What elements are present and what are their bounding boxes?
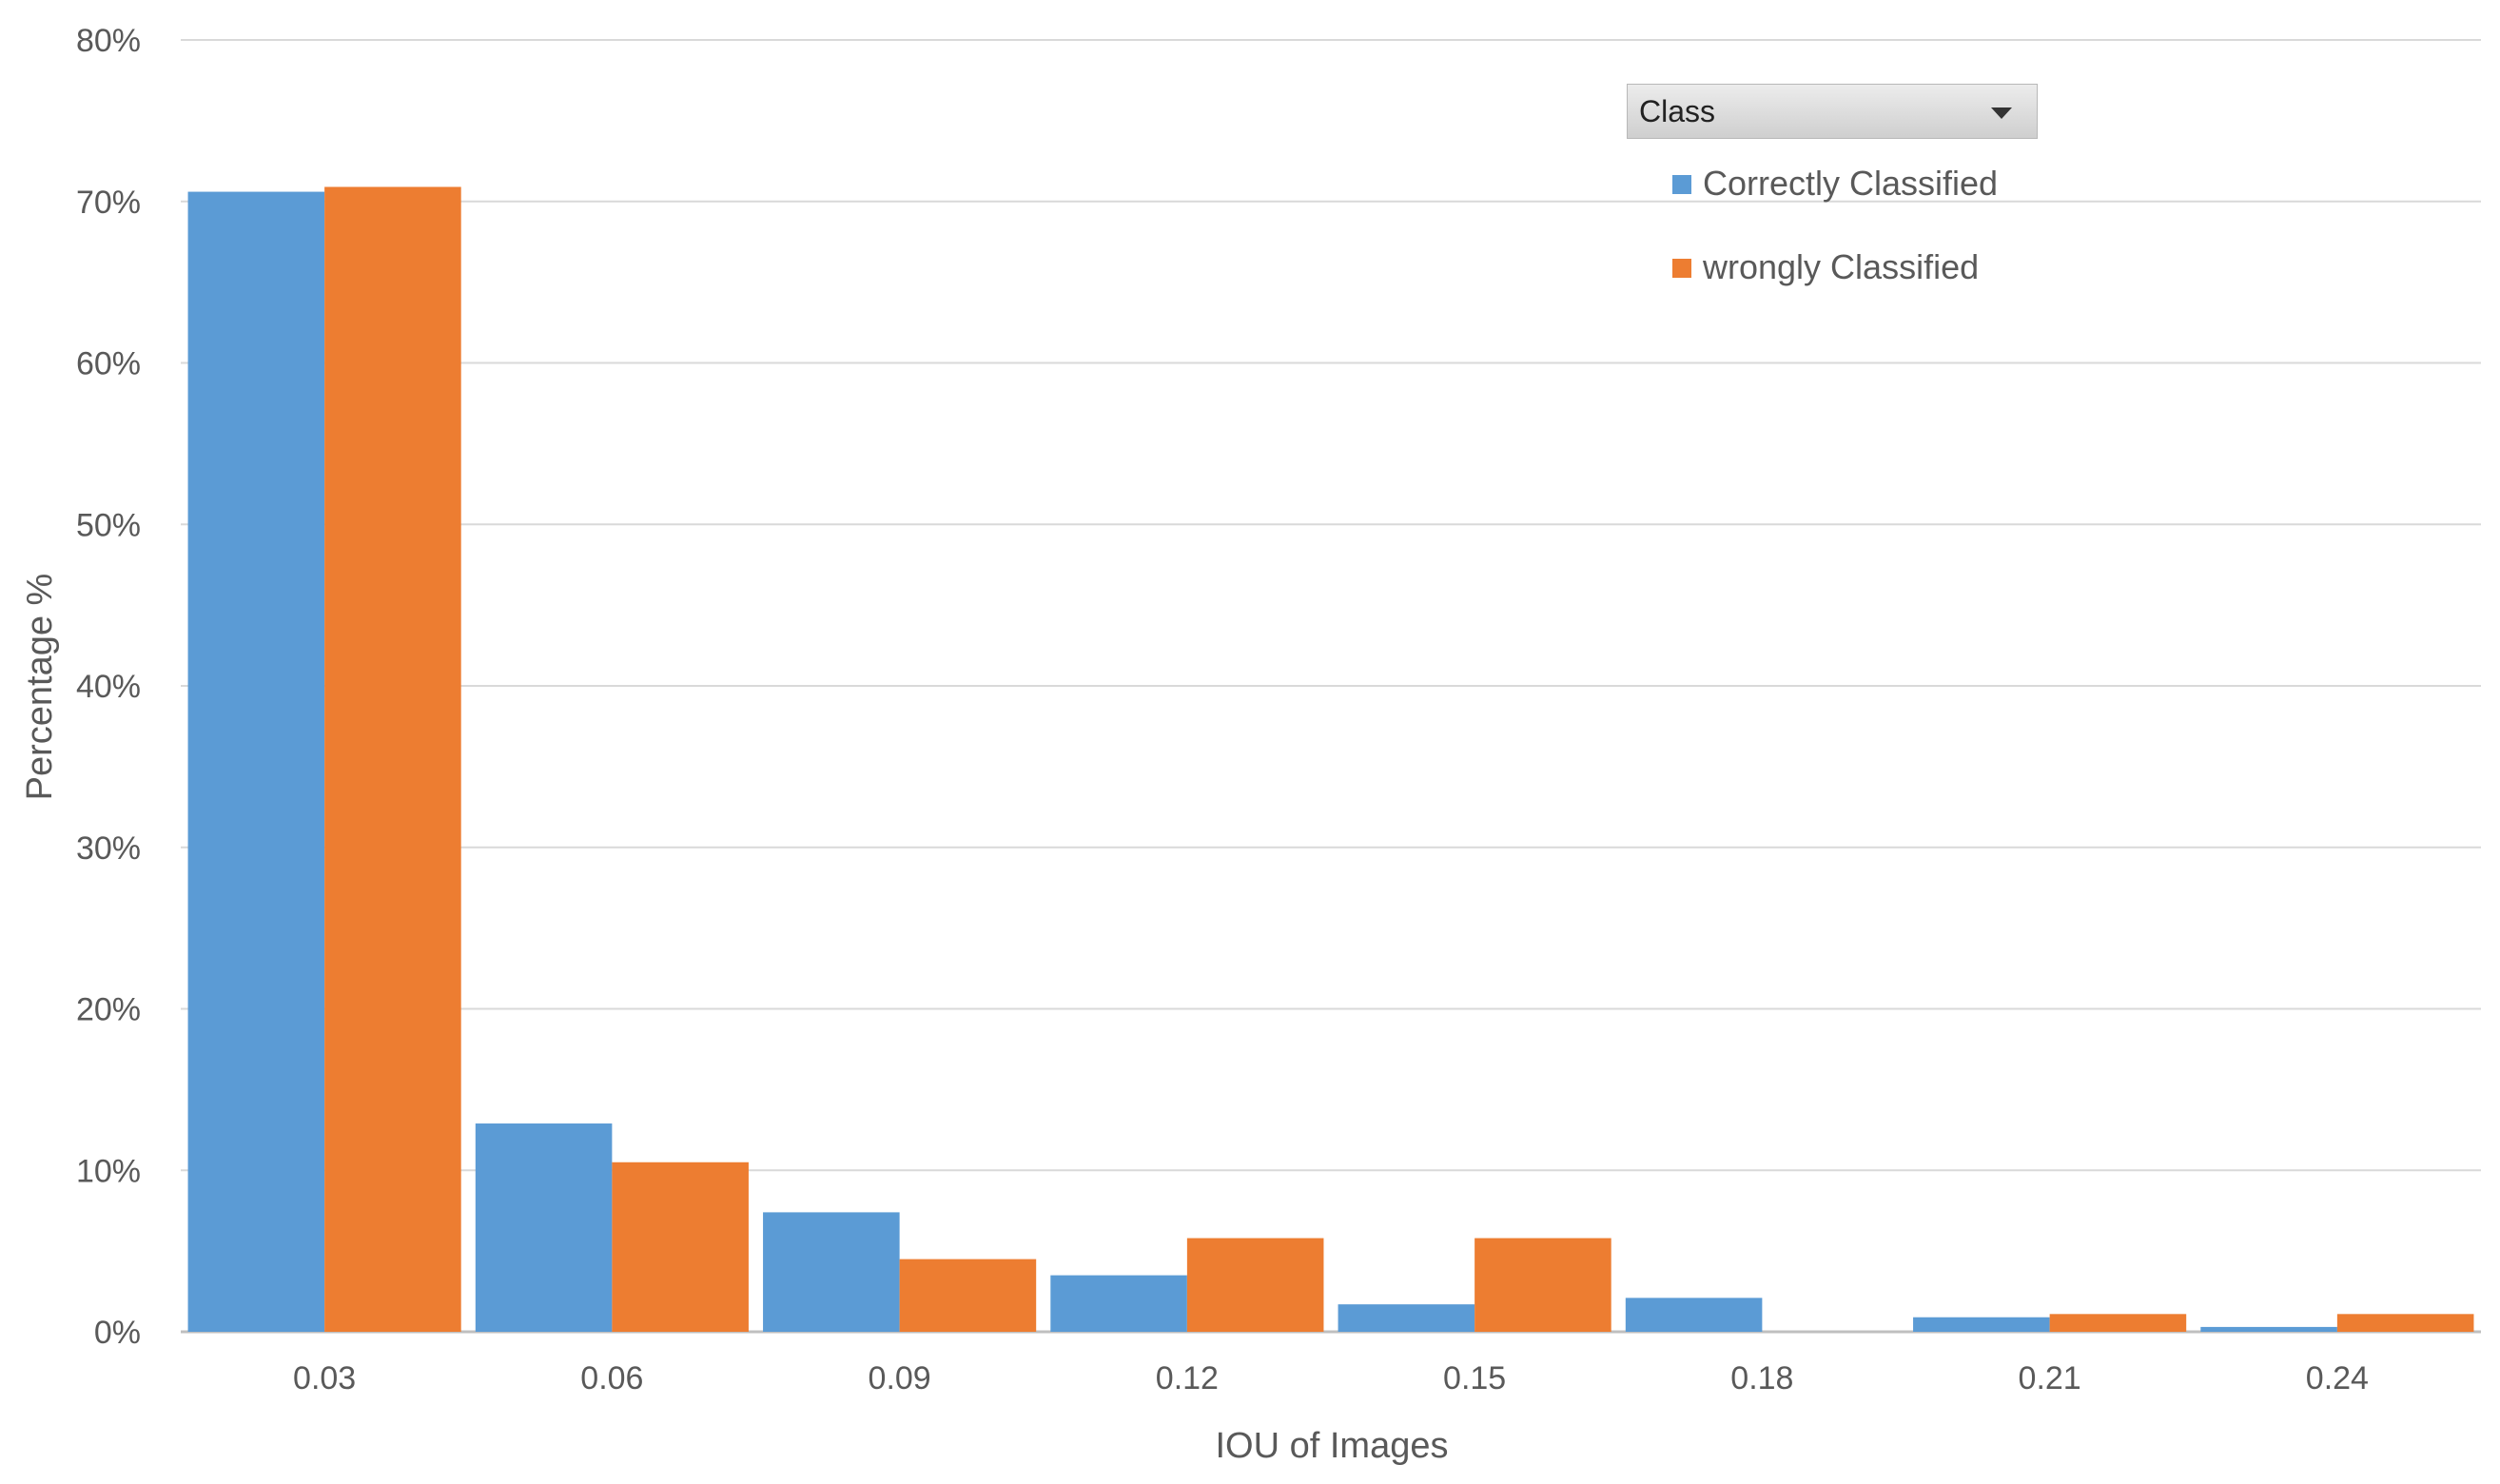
bar-wrong-0.24[interactable] [2336,1314,2474,1332]
x-tick-label: 0.12 [1156,1360,1219,1396]
legend-swatch [1672,175,1691,194]
legend-label: wrongly Classified [1703,247,1980,286]
y-tick-label: 70% [76,185,141,221]
bar-correct-0.03[interactable] [187,191,325,1333]
bar-wrong-0.03[interactable] [324,186,461,1332]
x-tick-label: 0.24 [2306,1360,2369,1396]
y-tick-label: 60% [76,346,141,382]
bar-correct-0.15[interactable] [1338,1304,1475,1332]
bar-wrong-0.21[interactable] [2049,1314,2187,1332]
x-axis-title: IOU of Images [1216,1426,1449,1466]
bar-correct-0.09[interactable] [763,1212,900,1332]
bar-wrong-0.12[interactable] [1186,1238,1324,1332]
x-axis-ticks: 0.03 0.06 0.09 0.12 0.15 0.18 0.21 0.24 [293,1360,2369,1396]
x-tick-label: 0.03 [293,1360,356,1396]
class-filter-dropdown[interactable]: Class [1627,84,2038,139]
bar-wrong-0.09[interactable] [899,1259,1037,1332]
y-tick-label: 50% [76,507,141,543]
y-tick-label: 80% [76,23,141,59]
y-tick-label: 0% [94,1315,141,1351]
x-tick-label: 0.09 [869,1360,931,1396]
bar-wrong-0.15[interactable] [1475,1238,1611,1332]
x-tick-label: 0.21 [2019,1360,2081,1396]
bar-correct-0.24[interactable] [2200,1326,2337,1332]
y-tick-label: 10% [76,1153,141,1189]
chevron-down-icon[interactable] [1991,107,2012,119]
y-axis-ticks: 0% 10% 20% 30% 40% 50% 60% 70% 80% [76,23,141,1351]
x-tick-label: 0.15 [1443,1360,1506,1396]
legend-swatch [1672,259,1691,278]
y-tick-label: 20% [76,992,141,1028]
y-tick-label: 30% [76,830,141,867]
x-tick-label: 0.18 [1730,1360,1793,1396]
class-filter-label: Class [1639,94,1716,128]
x-tick-label: 0.06 [580,1360,643,1396]
bar-correct-0.06[interactable] [475,1123,613,1332]
legend-label: Correctly Classified [1703,164,1999,203]
bar-correct-0.21[interactable] [1913,1317,2050,1332]
bar-correct-0.18[interactable] [1625,1298,1763,1332]
bar-wrong-0.06[interactable] [612,1162,749,1332]
y-tick-label: 40% [76,669,141,705]
bar-correct-0.12[interactable] [1050,1275,1187,1332]
bars [187,186,2474,1333]
y-axis-title: Percentage % [20,574,60,801]
